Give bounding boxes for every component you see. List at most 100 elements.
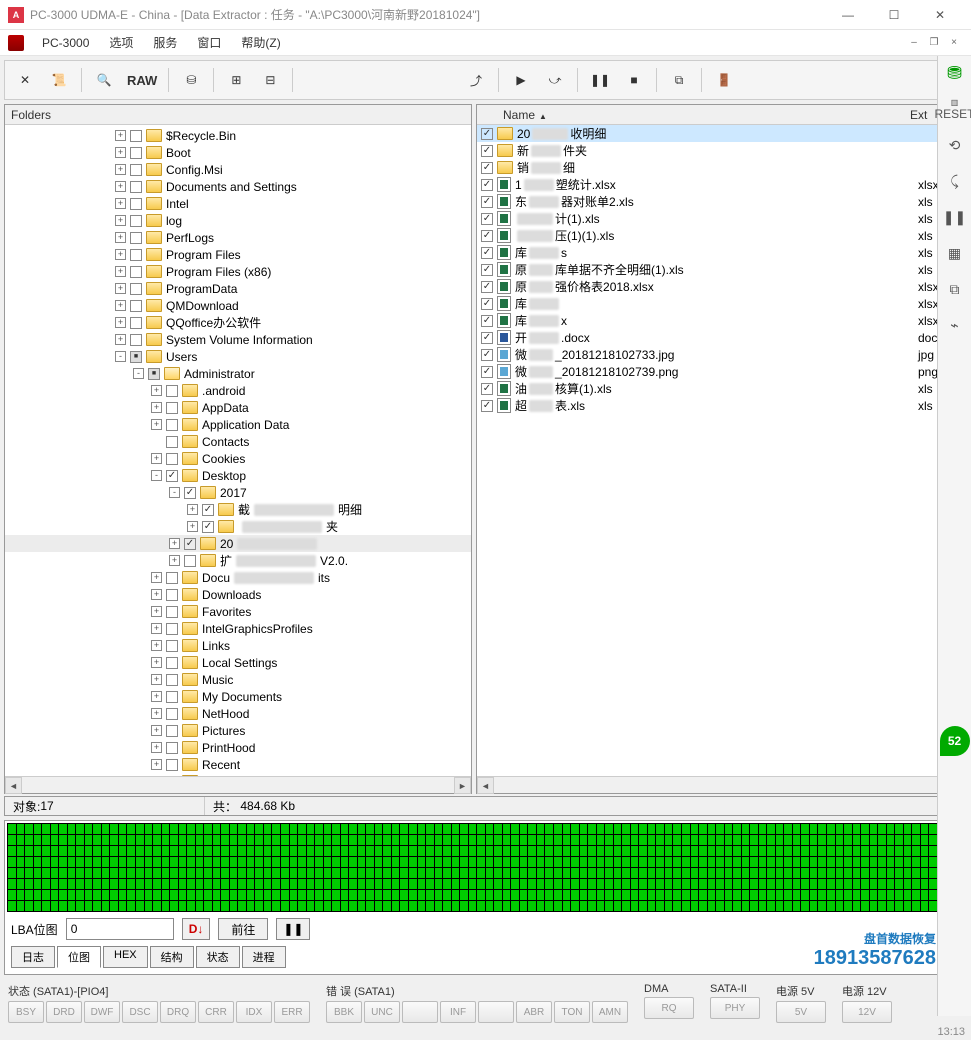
lba-cell[interactable]: [742, 868, 750, 878]
lba-cell[interactable]: [631, 868, 639, 878]
lba-cell[interactable]: [742, 890, 750, 900]
lba-cell[interactable]: [537, 857, 545, 867]
lba-cell[interactable]: [76, 824, 84, 834]
lba-cell[interactable]: [452, 890, 460, 900]
lba-cell[interactable]: [17, 868, 25, 878]
lba-cell[interactable]: [511, 835, 519, 845]
lba-cell[interactable]: [759, 824, 767, 834]
lba-cell[interactable]: [290, 901, 298, 911]
lba-cell[interactable]: [85, 835, 93, 845]
lba-cell[interactable]: [460, 901, 468, 911]
lba-cell[interactable]: [59, 901, 67, 911]
lba-cell[interactable]: [187, 835, 195, 845]
lba-cell[interactable]: [588, 901, 596, 911]
lba-cell[interactable]: [34, 901, 42, 911]
lba-cell[interactable]: [51, 868, 59, 878]
lba-cell[interactable]: [537, 846, 545, 856]
lba-cell[interactable]: [34, 868, 42, 878]
lba-cell[interactable]: [426, 879, 434, 889]
lba-cell[interactable]: [725, 857, 733, 867]
tree-row[interactable]: -Users: [5, 348, 471, 365]
lba-cell[interactable]: [221, 857, 229, 867]
lba-cell[interactable]: [912, 901, 920, 911]
lba-cell[interactable]: [844, 846, 852, 856]
lba-cell[interactable]: [119, 835, 127, 845]
lba-cell[interactable]: [580, 857, 588, 867]
lba-cell[interactable]: [8, 868, 16, 878]
lba-cell[interactable]: [204, 901, 212, 911]
lba-cell[interactable]: [110, 824, 118, 834]
lba-cell[interactable]: [793, 868, 801, 878]
lba-cell[interactable]: [528, 846, 536, 856]
lba-cell[interactable]: [895, 879, 903, 889]
lba-cell[interactable]: [8, 901, 16, 911]
lba-cell[interactable]: [571, 868, 579, 878]
file-row[interactable]: 20收明细: [477, 125, 966, 142]
lba-cell[interactable]: [818, 857, 826, 867]
lba-cell[interactable]: [247, 890, 255, 900]
lba-cell[interactable]: [426, 835, 434, 845]
expander-icon[interactable]: +: [151, 759, 162, 770]
menu-options[interactable]: 选项: [99, 30, 143, 55]
lba-cell[interactable]: [511, 890, 519, 900]
lba-cell[interactable]: [93, 879, 101, 889]
lba-cell[interactable]: [486, 868, 494, 878]
lba-cell[interactable]: [750, 901, 758, 911]
lba-cell[interactable]: [520, 824, 528, 834]
checkbox[interactable]: [166, 572, 178, 584]
lba-cell[interactable]: [76, 868, 84, 878]
lba-cell[interactable]: [221, 879, 229, 889]
lba-cell[interactable]: [247, 846, 255, 856]
lba-cell[interactable]: [520, 901, 528, 911]
lba-cell[interactable]: [42, 890, 50, 900]
lba-cell[interactable]: [648, 857, 656, 867]
checkbox[interactable]: [130, 198, 142, 210]
lba-cell[interactable]: [145, 835, 153, 845]
checkbox[interactable]: [184, 555, 196, 567]
file-row[interactable]: 库sxls: [477, 244, 966, 261]
lba-cell[interactable]: [51, 846, 59, 856]
lba-cell[interactable]: [136, 901, 144, 911]
lba-cell[interactable]: [443, 824, 451, 834]
lba-cell[interactable]: [563, 824, 571, 834]
file-row[interactable]: 压(1)(1).xlsxls: [477, 227, 966, 244]
file-row[interactable]: 库xlsx: [477, 295, 966, 312]
lba-cell[interactable]: [281, 857, 289, 867]
lba-cell[interactable]: [648, 879, 656, 889]
lba-cell[interactable]: [776, 890, 784, 900]
lba-cell[interactable]: [324, 846, 332, 856]
lba-cell[interactable]: [68, 901, 76, 911]
lba-cell[interactable]: [221, 901, 229, 911]
menu-window[interactable]: 窗口: [187, 30, 231, 55]
lba-cell[interactable]: [733, 868, 741, 878]
lba-cell[interactable]: [776, 857, 784, 867]
lba-cell[interactable]: [162, 879, 170, 889]
lba-cell[interactable]: [375, 824, 383, 834]
lba-cell[interactable]: [68, 890, 76, 900]
lba-cell[interactable]: [682, 868, 690, 878]
lba-cell[interactable]: [213, 846, 221, 856]
lba-cell[interactable]: [716, 835, 724, 845]
expander-icon[interactable]: +: [151, 742, 162, 753]
lba-cell[interactable]: [742, 846, 750, 856]
lba-cell[interactable]: [503, 824, 511, 834]
tree-row[interactable]: +System Volume Information: [5, 331, 471, 348]
lba-cell[interactable]: [614, 846, 622, 856]
expander-icon[interactable]: +: [151, 623, 162, 634]
lba-cell[interactable]: [315, 846, 323, 856]
checkbox[interactable]: [481, 145, 493, 157]
lba-cell[interactable]: [332, 901, 340, 911]
lba-cell[interactable]: [42, 901, 50, 911]
lba-cell[interactable]: [162, 857, 170, 867]
lba-cell[interactable]: [358, 901, 366, 911]
lba-cell[interactable]: [580, 879, 588, 889]
lba-cell[interactable]: [716, 901, 724, 911]
lba-cell[interactable]: [554, 890, 562, 900]
lba-marker-button[interactable]: D↓: [182, 918, 211, 940]
lba-cell[interactable]: [255, 868, 263, 878]
lba-cell[interactable]: [42, 868, 50, 878]
checkbox[interactable]: [130, 351, 142, 363]
scroll-track[interactable]: [22, 777, 454, 793]
lba-cell[interactable]: [170, 824, 178, 834]
lba-cell[interactable]: [196, 868, 204, 878]
